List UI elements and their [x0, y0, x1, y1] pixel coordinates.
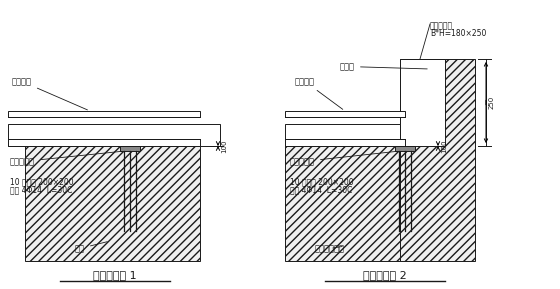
Text: 主梁预埋件 2: 主梁预埋件 2 [363, 270, 407, 280]
Text: 锚腿 4Φ14  L=30C: 锚腿 4Φ14 L=30C [290, 185, 352, 194]
Text: 斜撑预埋件: 斜撑预埋件 [290, 151, 397, 166]
Bar [400, 59, 445, 146]
Text: 砼梁（墙胀）: 砼梁（墙胀） [315, 244, 345, 253]
Text: 10 厚钢板 200×200: 10 厚钢板 200×200 [290, 177, 353, 186]
Text: 主梁槽钢: 主梁槽钢 [295, 77, 343, 109]
Text: 10 厚钢板 200×200: 10 厚钢板 200×200 [10, 177, 73, 186]
Text: 砼墙胀留洞: 砼墙胀留洞 [430, 21, 453, 30]
Bar [120, 146, 140, 151]
Bar [400, 59, 475, 261]
Text: 100: 100 [221, 139, 227, 153]
Bar [8, 111, 200, 117]
Bar [285, 111, 405, 117]
Bar [8, 124, 220, 146]
Text: 砼梁: 砼梁 [75, 242, 108, 253]
Text: 100: 100 [441, 139, 447, 153]
Bar [285, 124, 400, 146]
Bar [395, 146, 415, 151]
Text: 砼墙胀: 砼墙胀 [340, 62, 427, 71]
Text: 锚腿 4Φ14  L=30C: 锚腿 4Φ14 L=30C [10, 185, 72, 194]
Bar [285, 146, 400, 261]
Text: B*H=180×250: B*H=180×250 [430, 29, 487, 38]
Text: 主梁预埋件 1: 主梁预埋件 1 [93, 270, 137, 280]
Text: 主梁槽钢: 主梁槽钢 [12, 77, 87, 110]
Text: 斜撑预埋件: 斜撑预埋件 [10, 151, 122, 166]
Text: 250: 250 [489, 96, 495, 109]
Bar [25, 146, 200, 261]
Bar [285, 139, 405, 146]
Bar [8, 139, 200, 146]
